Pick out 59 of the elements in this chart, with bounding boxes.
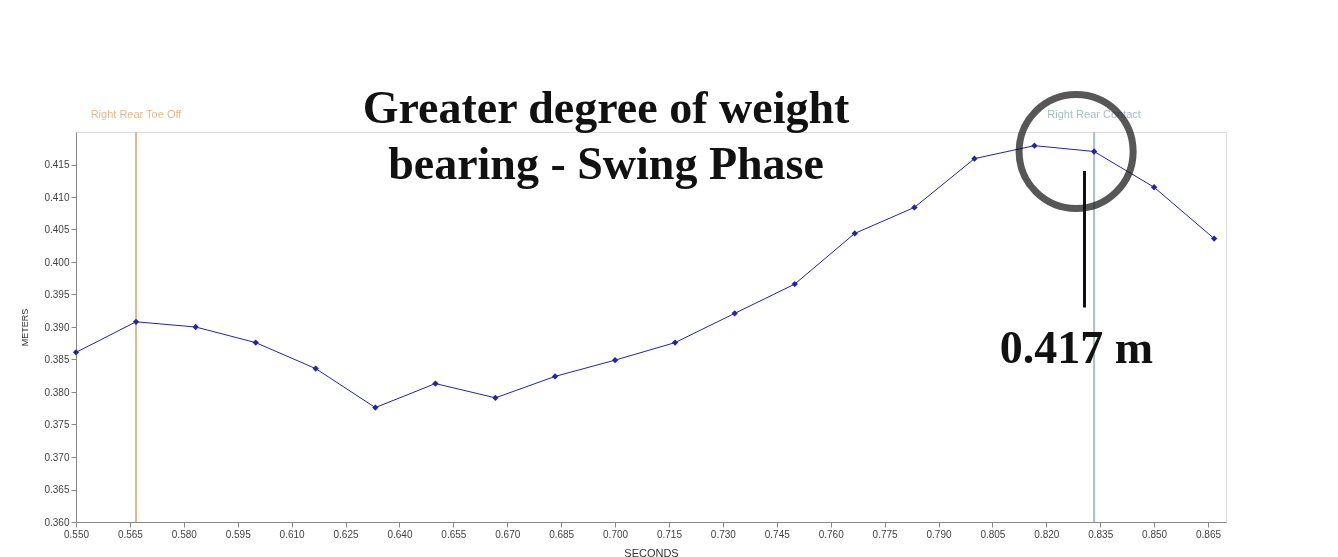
chart-title: Greater degree of weight bearing - Swing Phase [362,82,851,189]
x-tick-label: 0.805 [980,528,1006,540]
y-tick-label: 0.375 [44,419,70,430]
y-tick-label: 0.390 [44,321,70,333]
x-tick-label: 0.655 [441,528,467,540]
annotation: 0.417 m [999,322,1154,373]
y-tick-label: 0.380 [44,386,70,398]
point [611,356,619,364]
x-tick-label: 0.625 [333,528,359,540]
x-tick-label: 0.730 [710,528,737,540]
point [132,318,140,325]
x-tick-label: 0.850 [1142,528,1168,540]
x-tick-label: 0.745 [764,528,791,540]
point [1090,148,1098,155]
point [192,323,199,331]
x-tick-label: 0.595 [225,528,252,540]
point [731,310,738,317]
x-tick-label: 0.670 [495,528,521,540]
point [791,280,798,288]
point [911,204,918,211]
point [492,394,499,402]
point [851,230,858,237]
point [72,349,80,356]
point [671,339,679,346]
x-tick-label: 0.865 [1196,528,1222,540]
x-tick-label: 0.565 [117,528,144,540]
x-tick-label: 0.760 [818,528,845,540]
point [551,373,559,380]
point [372,404,379,411]
x-tick-label: 0.715 [656,528,683,540]
y-tick-label: 0.370 [44,451,70,463]
x-tick-label: 0.790 [926,528,952,540]
point [252,339,259,346]
x-tick-label: 0.550 [63,528,90,540]
x-axis-title: SECONDS [624,546,679,557]
y-axis-title: METERS [20,308,31,347]
x-tick-label: 0.640 [387,528,413,540]
x-tick-label: 0.775 [872,528,899,540]
point [971,155,978,162]
x-tick-label: 0.820 [1034,528,1060,540]
point [432,380,439,387]
y-tick-label: 0.405 [44,224,70,235]
x-tick-label: 0.685 [549,528,575,540]
x-tick-label: 0.835 [1088,528,1114,540]
x-tick-label: 0.610 [279,528,306,540]
x-tick-label: 0.580 [171,528,198,540]
y-tick-label: 0.385 [44,354,70,365]
point [1150,184,1158,191]
point [1210,235,1218,242]
ref-line-label: Right Rear Toe Off [90,108,183,120]
point [1031,142,1038,149]
y-tick-label: 0.410 [44,191,70,203]
y-tick-label: 0.415 [44,159,70,170]
y-tick-label: 0.365 [44,484,70,495]
y-tick-label: 0.395 [44,289,70,300]
point [312,365,319,372]
y-tick-label: 0.400 [44,256,70,268]
y-tick-label: 0.360 [44,516,70,528]
x-tick-label: 0.700 [603,528,629,540]
